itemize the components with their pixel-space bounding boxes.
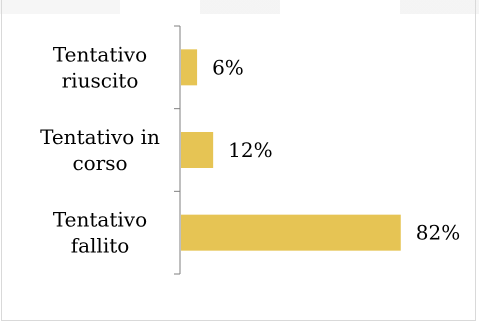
bar-3 (181, 214, 401, 251)
category-label-2-line-2: corso (72, 151, 127, 175)
axis-layer (174, 25, 181, 275)
value-label-1: 6% (212, 55, 244, 79)
category-label-2-line-1: Tentativo in (40, 125, 160, 149)
category-label-1-line-2: riuscito (62, 68, 139, 92)
category-label-3-line-2: fallito (71, 234, 130, 258)
category-label-1-line-1: Tentativo (53, 42, 147, 66)
category-label-3-line-1: Tentativo (53, 208, 147, 232)
value-label-3: 82% (416, 221, 460, 245)
bar-2 (181, 132, 214, 168)
bar-1 (181, 49, 198, 86)
value-label-2: 12% (228, 138, 272, 162)
top-background-strip (0, 0, 479, 14)
bar-layer (181, 49, 401, 251)
